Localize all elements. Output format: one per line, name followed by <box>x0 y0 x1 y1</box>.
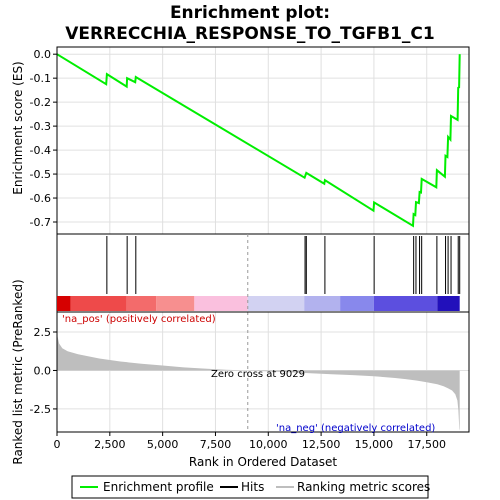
ranking-metric-area <box>57 315 460 431</box>
heatmap-segment <box>373 296 438 311</box>
es-y-tick-label: -0.3 <box>30 120 51 133</box>
rank-heatmap-bar <box>57 296 460 311</box>
x-tick-label: 10,000 <box>249 438 288 451</box>
x-axis-label: Rank in Ordered Dataset <box>189 455 337 469</box>
es-y-tick-label: -0.2 <box>30 96 51 109</box>
metric-y-tick-label: -2.5 <box>30 403 51 416</box>
metric-y-tick-label: 0.0 <box>34 364 52 377</box>
x-tick-label: 12,500 <box>302 438 341 451</box>
heatmap-segment <box>156 296 195 311</box>
legend-label-metric: Ranking metric scores <box>297 480 430 494</box>
es-plot-area <box>57 47 469 234</box>
x-tick-label: 2,500 <box>94 438 126 451</box>
chart-title-line1: Enrichment plot: <box>170 3 330 23</box>
hits-markers <box>106 236 461 294</box>
heatmap-segment <box>437 296 460 311</box>
heatmap-segment <box>247 296 305 311</box>
negative-correlation-label: 'na_neg' (negatively correlated) <box>276 423 435 434</box>
es-y-tick-label: -0.4 <box>30 144 51 157</box>
es-y-tick-label: 0.0 <box>34 48 52 61</box>
heatmap-segment <box>126 296 157 311</box>
es-y-tick-label: -0.6 <box>30 192 51 205</box>
heatmap-segment <box>70 296 127 311</box>
positive-correlation-label: 'na_pos' (positively correlated) <box>62 314 216 325</box>
heatmap-segment <box>194 296 248 311</box>
es-grid <box>56 47 469 234</box>
metric-y-ticks: 2.5 0.0 -2.5 <box>30 326 57 416</box>
legend-frame <box>71 475 429 499</box>
es-y-axis-label: Enrichment score (ES) <box>11 61 25 194</box>
legend-label-hits: Hits <box>241 480 264 494</box>
legend-label-profile: Enrichment profile <box>103 480 214 494</box>
x-axis-ticks: 0 2,500 5,000 7,500 10,000 12,500 15,000 17,500 <box>54 432 446 451</box>
es-y-tick-label: -0.7 <box>30 216 51 229</box>
chart-title-line2: VERRECCHIA_RESPONSE_TO_TGFB1_C1 <box>65 24 434 44</box>
metric-y-axis-label: Ranked list metric (PreRanked) <box>11 279 25 464</box>
zero-cross-label: Zero cross at 9029 <box>211 369 305 380</box>
heatmap-segment <box>304 296 341 311</box>
x-tick-label: 5,000 <box>147 438 179 451</box>
x-tick-label: 15,000 <box>355 438 394 451</box>
metric-y-tick-label: 2.5 <box>34 326 52 339</box>
heatmap-segment <box>340 296 374 311</box>
legend: Enrichment profile Hits Ranking metric s… <box>71 475 430 499</box>
x-tick-label: 0 <box>54 438 61 451</box>
metric-plot-frame <box>56 311 470 433</box>
heatmap-segment <box>57 296 71 311</box>
x-tick-label: 7,500 <box>200 438 232 451</box>
x-tick-label: 17,500 <box>407 438 446 451</box>
enrichment-profile-line <box>56 53 461 228</box>
es-y-tick-label: -0.5 <box>30 168 51 181</box>
es-y-ticks: 0.0 -0.1 -0.2 -0.3 -0.4 -0.5 -0.6 -0.7 <box>30 48 57 229</box>
es-y-tick-label: -0.1 <box>30 72 51 85</box>
